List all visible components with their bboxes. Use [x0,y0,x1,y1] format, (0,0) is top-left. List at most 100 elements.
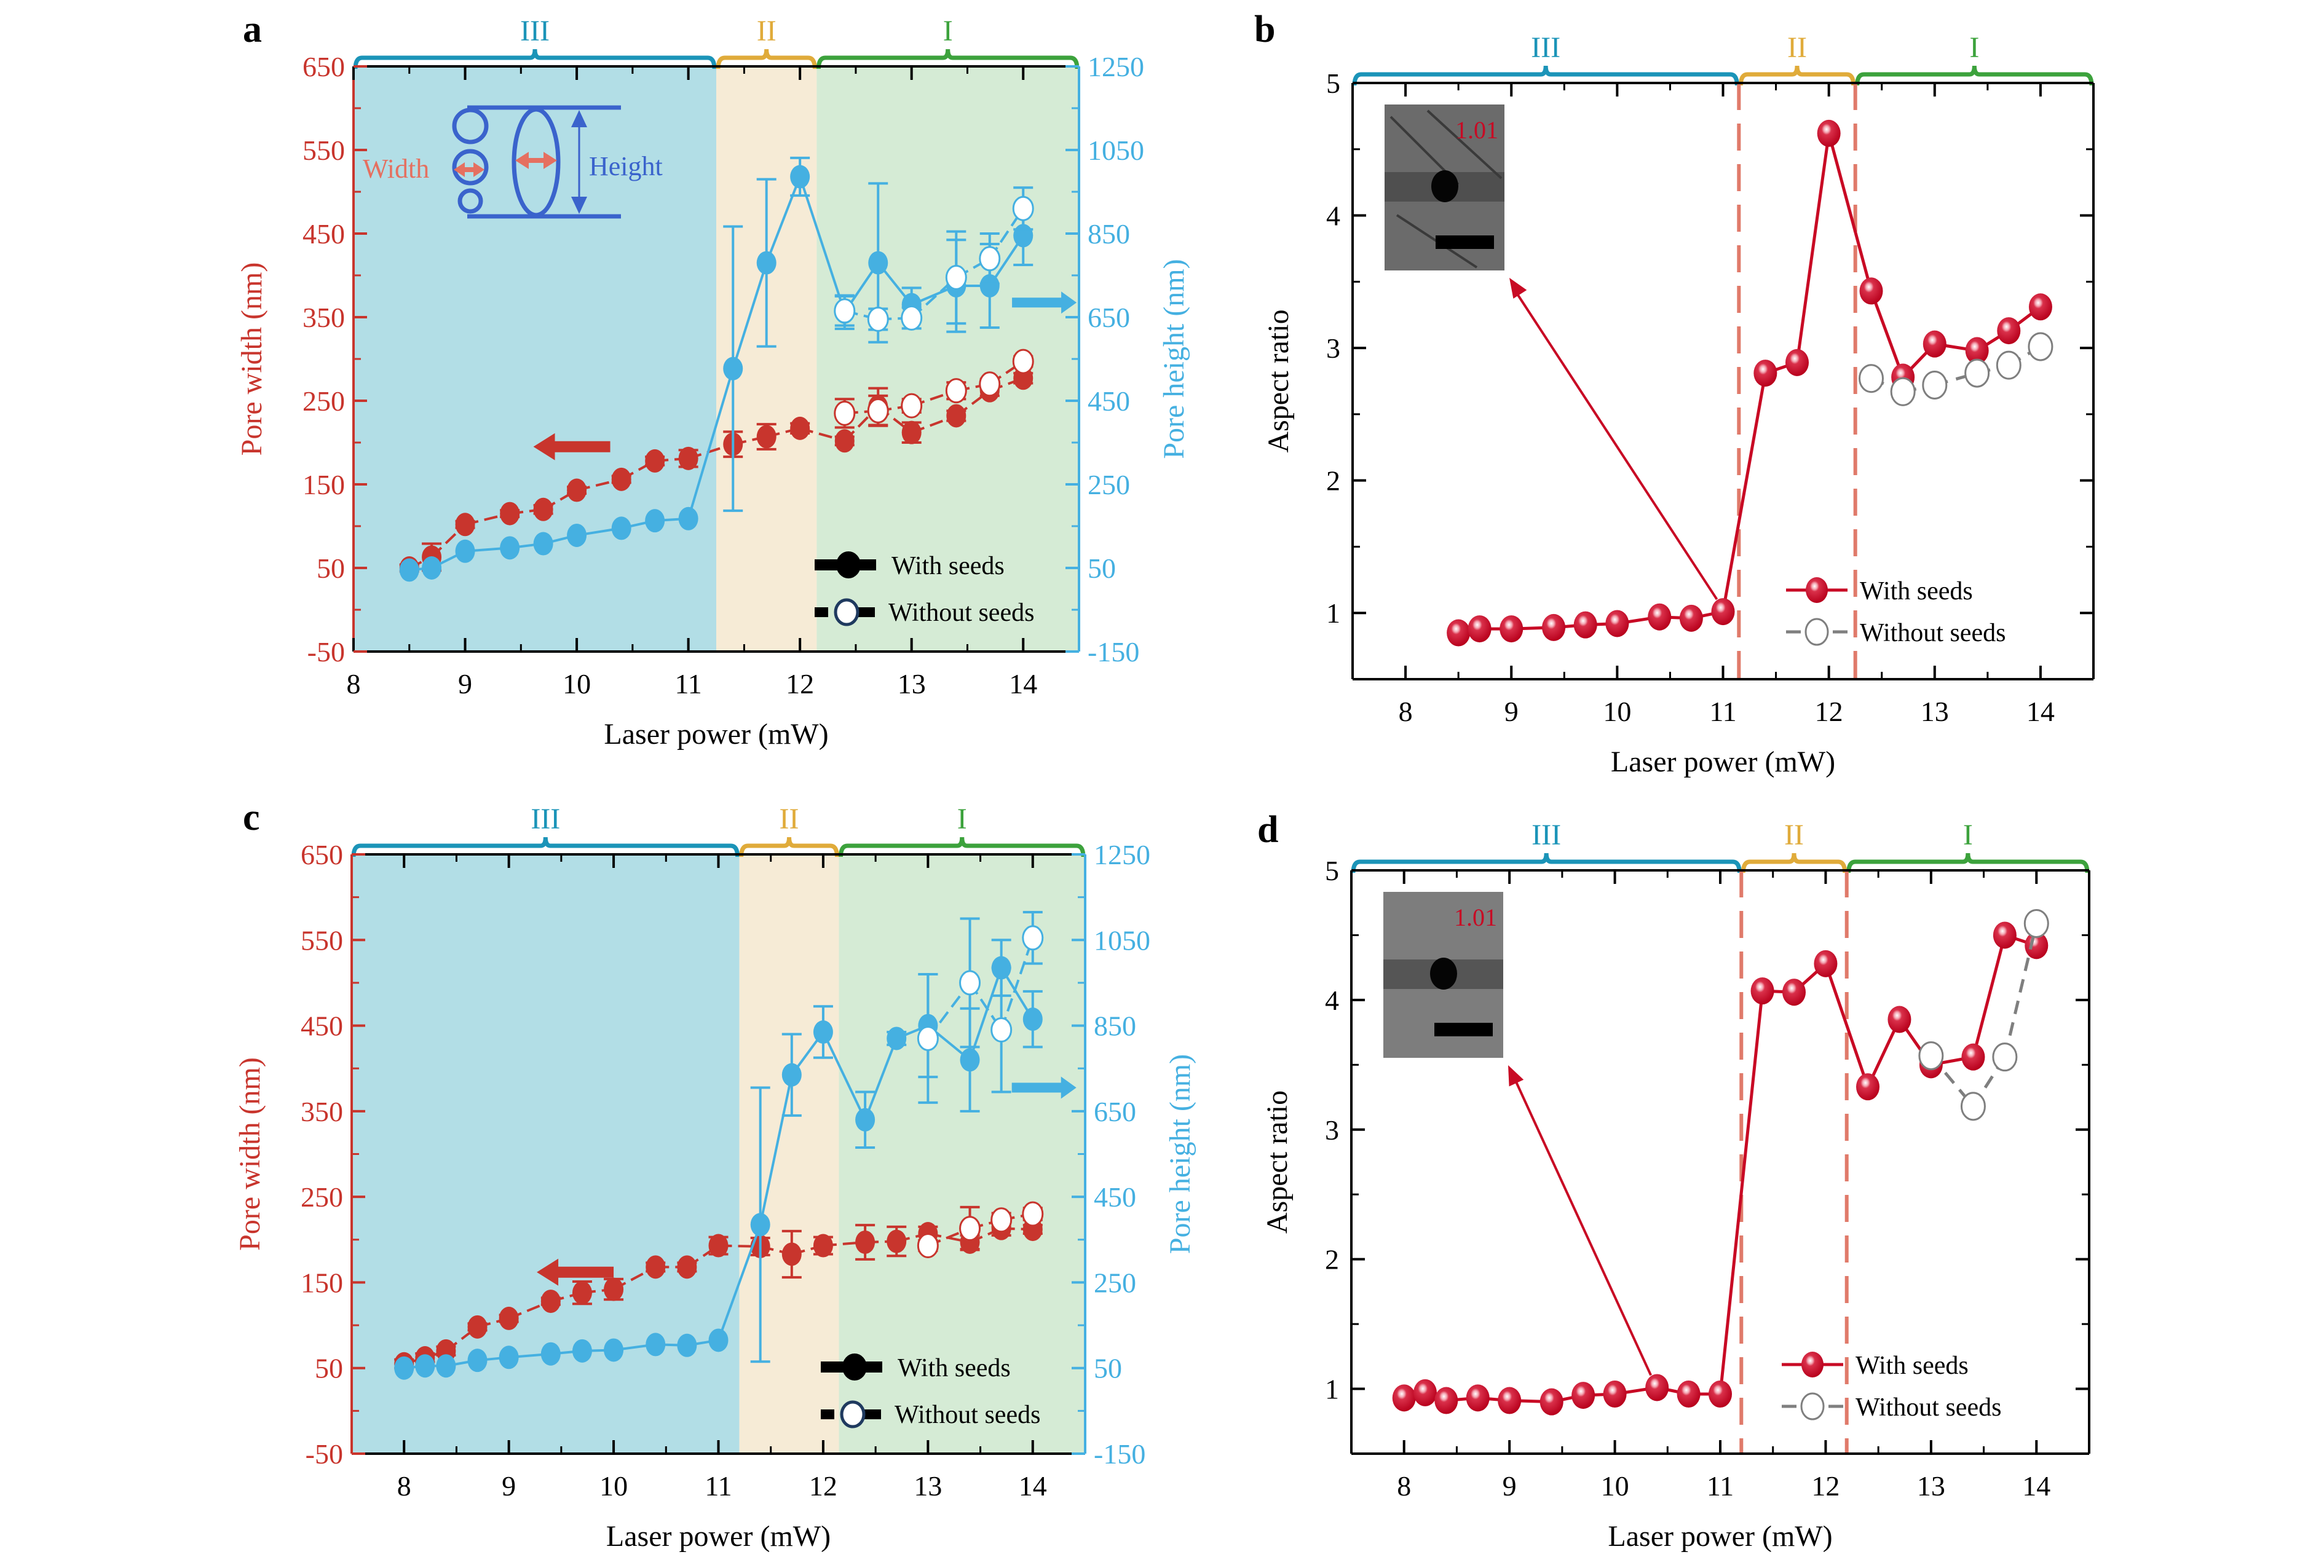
y-tick-label: 2 [1326,465,1340,497]
series-line-segment [1827,133,1873,292]
y-tick-label-left: 250 [301,1181,343,1213]
data-point-open [917,1233,939,1259]
y-tick-label-right: 450 [1088,385,1130,417]
data-point-open [867,398,889,424]
series-line-segment [1721,372,1767,612]
tem-inset: 1.01 [1383,892,1652,1376]
data-point [467,1315,488,1339]
y-tick-label-left: 550 [302,135,345,166]
y-tick-label-left: 50 [315,1353,343,1384]
data-point-open [959,970,981,996]
panel-letter: c [243,797,260,838]
x-tick-label: 9 [458,668,472,699]
data-point-open [1012,195,1034,221]
data-point [979,274,1000,297]
data-point [415,1354,435,1378]
x-tick-label: 11 [1709,696,1736,727]
x-tick-label: 13 [914,1470,942,1502]
data-point-ball [1753,360,1777,387]
y-tick-label-right: -150 [1088,636,1139,668]
x-tick-label: 13 [898,668,926,699]
data-point [1022,1007,1043,1031]
x-tick-label: 8 [1399,696,1413,727]
x-tick-label: 10 [1603,696,1631,727]
y-tick-label-right: 650 [1088,302,1130,333]
legend-marker-with-seeds [836,551,861,578]
y-tick-label-right: 1250 [1094,839,1150,870]
schematic-circle [452,108,489,144]
data-point-open [979,246,1001,272]
region-I-label: I [943,15,953,47]
data-point-ball [1961,1043,1985,1071]
data-point-ball [1856,1073,1879,1101]
data-point [960,1048,980,1072]
x-tick-label: 14 [2022,1470,2050,1502]
data-point-ball [1539,1388,1563,1416]
scale-bar [1434,1023,1493,1036]
data-point [887,1026,907,1050]
data-point [946,404,966,428]
data-point-ball [1785,349,1809,376]
y-tick-label-left: 450 [302,218,345,250]
pore-schematic: Width Height [363,105,663,219]
data-point [723,357,743,380]
data-point [646,1333,666,1357]
data-point-ball [1542,613,1566,641]
legend-label-with-seeds: With seeds [898,1354,1011,1382]
data-point-ball [1679,604,1703,632]
x-tick-label: 10 [1601,1470,1629,1502]
legend-marker-without-seeds [840,1400,866,1428]
data-point-ball [1468,615,1492,643]
data-point-open [834,400,856,426]
data-point-open [1890,377,1916,406]
region-III-bracket [353,49,717,69]
data-point-open [979,371,1001,397]
x-tick-label: 8 [347,668,361,699]
width-label: Width [363,154,429,184]
data-point [790,416,810,440]
data-point-open [990,1207,1013,1233]
data-point-ball [1887,1006,1911,1033]
region-I-bracket [838,837,1086,857]
series-line-segment [765,176,802,264]
y-tick-label-left: -50 [306,1438,343,1470]
region-III-fill [354,66,716,652]
data-point [540,1290,561,1314]
y-tick-label-right: 850 [1088,218,1130,250]
series-line-segment [1000,937,1034,1031]
left-axis-arrow-icon [533,433,611,460]
data-point-open [945,264,967,290]
series-pore-height-without-seeds [917,911,1044,1104]
data-point-open [1859,364,1884,393]
y-axis-title-left: Pore width (nm) [235,262,268,456]
series-pore-height-without-seeds [834,186,1034,332]
region-I-bracket [816,49,1080,69]
data-point-open [1996,350,2022,380]
y-tick-label-left: -50 [307,636,345,668]
data-point [677,1333,697,1357]
data-point-open [1964,358,1990,388]
data-point [604,1277,624,1301]
data-point-ball [1923,330,1947,358]
data-point [567,523,587,547]
data-point-ball [1782,979,1806,1006]
data-point-ball [1859,277,1883,305]
legend: With seeds Without seeds [1786,577,2006,647]
y-axis-title: Aspect ratio [1261,1090,1294,1234]
region-III-label: III [1532,819,1561,851]
x-tick-label: 12 [1811,1470,1840,1502]
data-point-open [959,1216,981,1242]
tem-aspect-value: 1.01 [1455,116,1498,144]
x-tick-label: 10 [599,1470,628,1502]
data-point-open [901,393,923,419]
data-point [422,556,442,580]
data-point [750,1213,770,1237]
data-point-ball [1677,1380,1701,1408]
data-point [678,446,698,470]
series-with-seeds [1392,921,2049,1416]
data-point [790,165,810,189]
y-tick-label: 1 [1326,597,1340,629]
data-point-open [1012,349,1034,374]
data-point-ball [1434,1387,1458,1414]
data-point-ball [2025,932,2049,959]
